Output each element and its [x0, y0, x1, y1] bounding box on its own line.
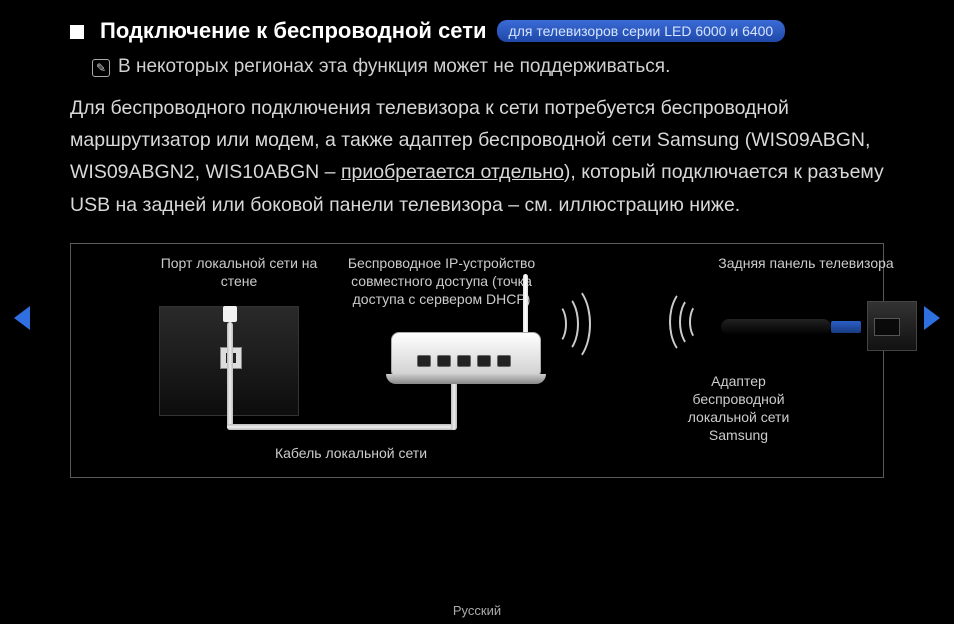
tv-back-panel-graphic [867, 301, 917, 351]
page-title: Подключение к беспроводной сети [100, 18, 487, 44]
lan-cable-segment [227, 322, 233, 430]
bullet-icon [70, 25, 84, 39]
note-icon: ✎ [92, 59, 110, 77]
note-row: ✎ В некоторых регионах эта функция может… [92, 56, 884, 78]
next-page-arrow[interactable] [924, 306, 940, 330]
usb-tip-graphic [831, 321, 861, 333]
router-graphic [391, 332, 541, 377]
label-wall-port: Порт локальной сети на стене [159, 254, 319, 290]
note-text: В некоторых регионах эта функция может н… [118, 56, 670, 78]
label-lan-cable: Кабель локальной сети [251, 444, 451, 462]
usb-adapter-graphic [721, 319, 831, 335]
label-adapter: Адаптер беспроводной локальной сети Sams… [671, 372, 806, 445]
label-router: Беспроводное IP-устройство совместного д… [329, 254, 554, 309]
body-underlined: приобретается отдельно [341, 161, 564, 183]
label-tv-back: Задняя панель телевизора [711, 254, 901, 272]
footer-language: Русский [0, 603, 954, 618]
model-badge: для телевизоров серии LED 6000 и 6400 [497, 20, 786, 42]
prev-page-arrow[interactable] [14, 306, 30, 330]
lan-cable-segment [227, 424, 457, 430]
heading-row: Подключение к беспроводной сети для теле… [70, 18, 884, 44]
router-ports-icon [417, 355, 511, 367]
cable-plug-icon [223, 306, 237, 322]
connection-diagram: Порт локальной сети на стене Беспроводно… [70, 243, 884, 478]
body-paragraph: Для беспроводного подключения телевизора… [70, 92, 884, 221]
usb-slot-icon [874, 318, 900, 336]
